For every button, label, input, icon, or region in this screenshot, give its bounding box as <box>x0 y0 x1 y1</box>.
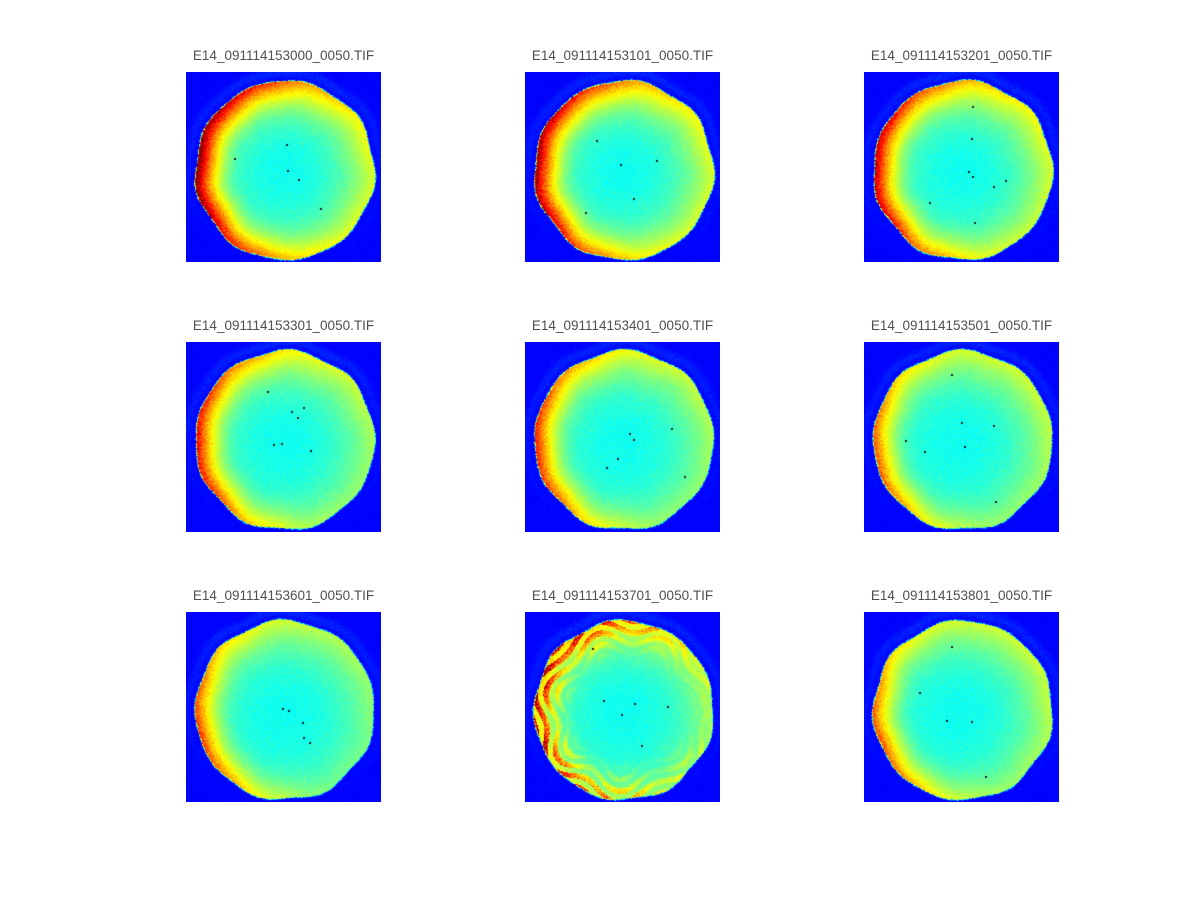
subplot-cell: E14_091114153501_0050.TIF <box>864 316 1059 532</box>
subplot-image-canvas <box>525 342 720 532</box>
subplot-cell: E14_091114153201_0050.TIF <box>864 46 1059 262</box>
subplot-image-canvas <box>186 612 381 802</box>
subplot-image-canvas <box>864 612 1059 802</box>
subplot-title: E14_091114153401_0050.TIF <box>531 318 714 333</box>
subplot-title: E14_091114153301_0050.TIF <box>192 318 375 333</box>
subplot-image-canvas <box>864 72 1059 262</box>
subplot-cell: E14_091114153000_0050.TIF <box>186 46 381 262</box>
subplot-title: E14_091114153701_0050.TIF <box>531 588 714 603</box>
subplot-title: E14_091114153000_0050.TIF <box>192 48 375 63</box>
subplot-image-canvas <box>186 72 381 262</box>
subplot-cell: E14_091114153401_0050.TIF <box>525 316 720 532</box>
subplot-title: E14_091114153101_0050.TIF <box>531 48 714 63</box>
subplot-image-canvas <box>186 342 381 532</box>
subplot-title: E14_091114153801_0050.TIF <box>870 588 1053 603</box>
subplot-image-canvas <box>525 72 720 262</box>
subplot-title: E14_091114153501_0050.TIF <box>870 318 1053 333</box>
subplot-title: E14_091114153601_0050.TIF <box>192 588 375 603</box>
subplot-cell: E14_091114153301_0050.TIF <box>186 316 381 532</box>
subplot-cell: E14_091114153801_0050.TIF <box>864 586 1059 802</box>
subplot-cell: E14_091114153101_0050.TIF <box>525 46 720 262</box>
subplot-image-canvas <box>525 612 720 802</box>
subplot-image-canvas <box>864 342 1059 532</box>
subplot-cell: E14_091114153601_0050.TIF <box>186 586 381 802</box>
subplot-cell: E14_091114153701_0050.TIF <box>525 586 720 802</box>
subplot-title: E14_091114153201_0050.TIF <box>870 48 1053 63</box>
